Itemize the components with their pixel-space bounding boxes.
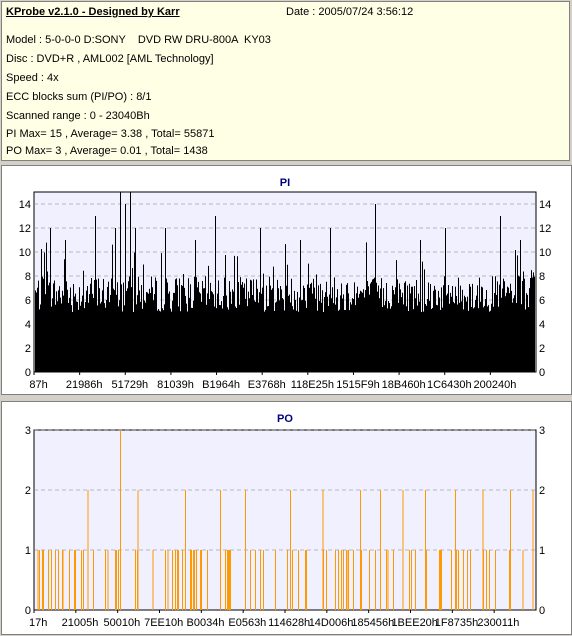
x-tick-label: 1F8735h	[435, 617, 478, 629]
x-tick-label: 21986h	[66, 379, 103, 391]
y-tick-label-right: 8	[539, 271, 545, 283]
bar-series	[35, 192, 535, 372]
y-tick-label-right: 4	[539, 319, 545, 331]
x-tick-label: E3768h	[248, 379, 286, 391]
y-tick-label-left: 6	[25, 295, 31, 307]
y-tick-label-left: 12	[19, 223, 31, 235]
y-tick-label-right: 0	[539, 367, 545, 379]
x-tick-label: 51729h	[111, 379, 148, 391]
y-tick-label-left: 14	[19, 199, 31, 211]
pi-chart-panel: PI 0 0 2 2 4 4 6 6 8 8 10 10 12 12 14 14 87h 21986h 51729h 8…	[1, 165, 572, 395]
chart-title: PI	[280, 177, 290, 189]
x-tick-label: E0563h	[228, 617, 266, 629]
y-tick-label-left: 2	[25, 485, 31, 497]
x-tick-label: B0034h	[187, 617, 225, 629]
po-summary-line: PO Max= 3 , Average= 0.01 , Total= 1438	[6, 145, 208, 157]
x-tick-label: 17h	[29, 617, 47, 629]
x-tick-label: 21005h	[62, 617, 99, 629]
pi-chart: PI 0 0 2 2 4 4 6 6 8 8 10 10 12 12 14 14 87h 21986h 51729h 8…	[19, 177, 552, 391]
scan-date: Date : 2005/07/24 3:56:12	[286, 6, 414, 18]
x-tick-label: 1515F9h	[336, 379, 379, 391]
disc-line: Disc : DVD+R , AML002 [AML Technology]	[6, 53, 214, 65]
y-tick-label-left: 8	[25, 271, 31, 283]
y-tick-label-right: 2	[539, 343, 545, 355]
x-tick-label: B1964h	[202, 379, 240, 391]
speed-line: Speed : 4x	[6, 72, 59, 84]
y-tick-label-left: 3	[25, 425, 31, 437]
y-tick-label-right: 6	[539, 295, 545, 307]
ecc-line: ECC blocks sum (PI/PO) : 8/1	[6, 91, 152, 103]
x-tick-label: 87h	[29, 379, 47, 391]
x-tick-label: 1C6430h	[427, 379, 472, 391]
pi-summary-line: PI Max= 15 , Average= 3.38 , Total= 5587…	[6, 128, 215, 140]
x-tick-label: 81039h	[157, 379, 194, 391]
y-tick-label-left: 4	[25, 319, 31, 331]
y-tick-label-right: 2	[539, 485, 545, 497]
x-tick-label: 114628h	[268, 617, 310, 629]
range-line: Scanned range : 0 - 23040Bh	[6, 110, 150, 122]
y-tick-label-left: 0	[25, 367, 31, 379]
x-tick-label: 185456h	[351, 617, 394, 629]
y-tick-label-left: 2	[25, 343, 31, 355]
x-tick-label: 230011h	[477, 617, 519, 629]
chart-title: PO	[277, 413, 293, 425]
bar-series	[37, 430, 534, 610]
y-tick-label-right: 3	[539, 425, 545, 437]
x-tick-label: 14D006h	[309, 617, 354, 629]
po-chart: PO 0 0 1 1 2 2 3 3 17h 21005h 50010h 7EE10h B0034h E05…	[25, 413, 545, 629]
x-tick-label: 200240h	[474, 379, 517, 391]
po-chart-panel: PO 0 0 1 1 2 2 3 3 17h 21005h 50010h 7EE10h B0034h E05…	[1, 401, 572, 635]
x-tick-label: 1BEE20h	[391, 617, 437, 629]
x-tick-label: 118E25h	[291, 379, 334, 391]
y-tick-label-left: 0	[25, 605, 31, 617]
y-tick-label-right: 10	[539, 247, 551, 259]
x-tick-label: 50010h	[103, 617, 140, 629]
model-line: Model : 5-0-0-0 D:SONY DVD RW DRU-800A K…	[6, 34, 271, 46]
x-tick-label: 7EE10h	[144, 617, 183, 629]
y-tick-label-right: 0	[539, 605, 545, 617]
info-panel: KProbe v2.1.0 - Designed by Karr Date : …	[1, 1, 570, 161]
plot-area	[33, 429, 537, 611]
y-tick-label-left: 10	[19, 247, 31, 259]
app-title: KProbe v2.1.0 - Designed by Karr	[6, 6, 180, 18]
x-tick-label: 18B460h	[382, 379, 426, 391]
y-tick-label-right: 12	[539, 223, 551, 235]
y-tick-label-left: 1	[25, 545, 31, 557]
y-tick-label-right: 1	[539, 545, 545, 557]
y-tick-label-right: 14	[539, 199, 551, 211]
